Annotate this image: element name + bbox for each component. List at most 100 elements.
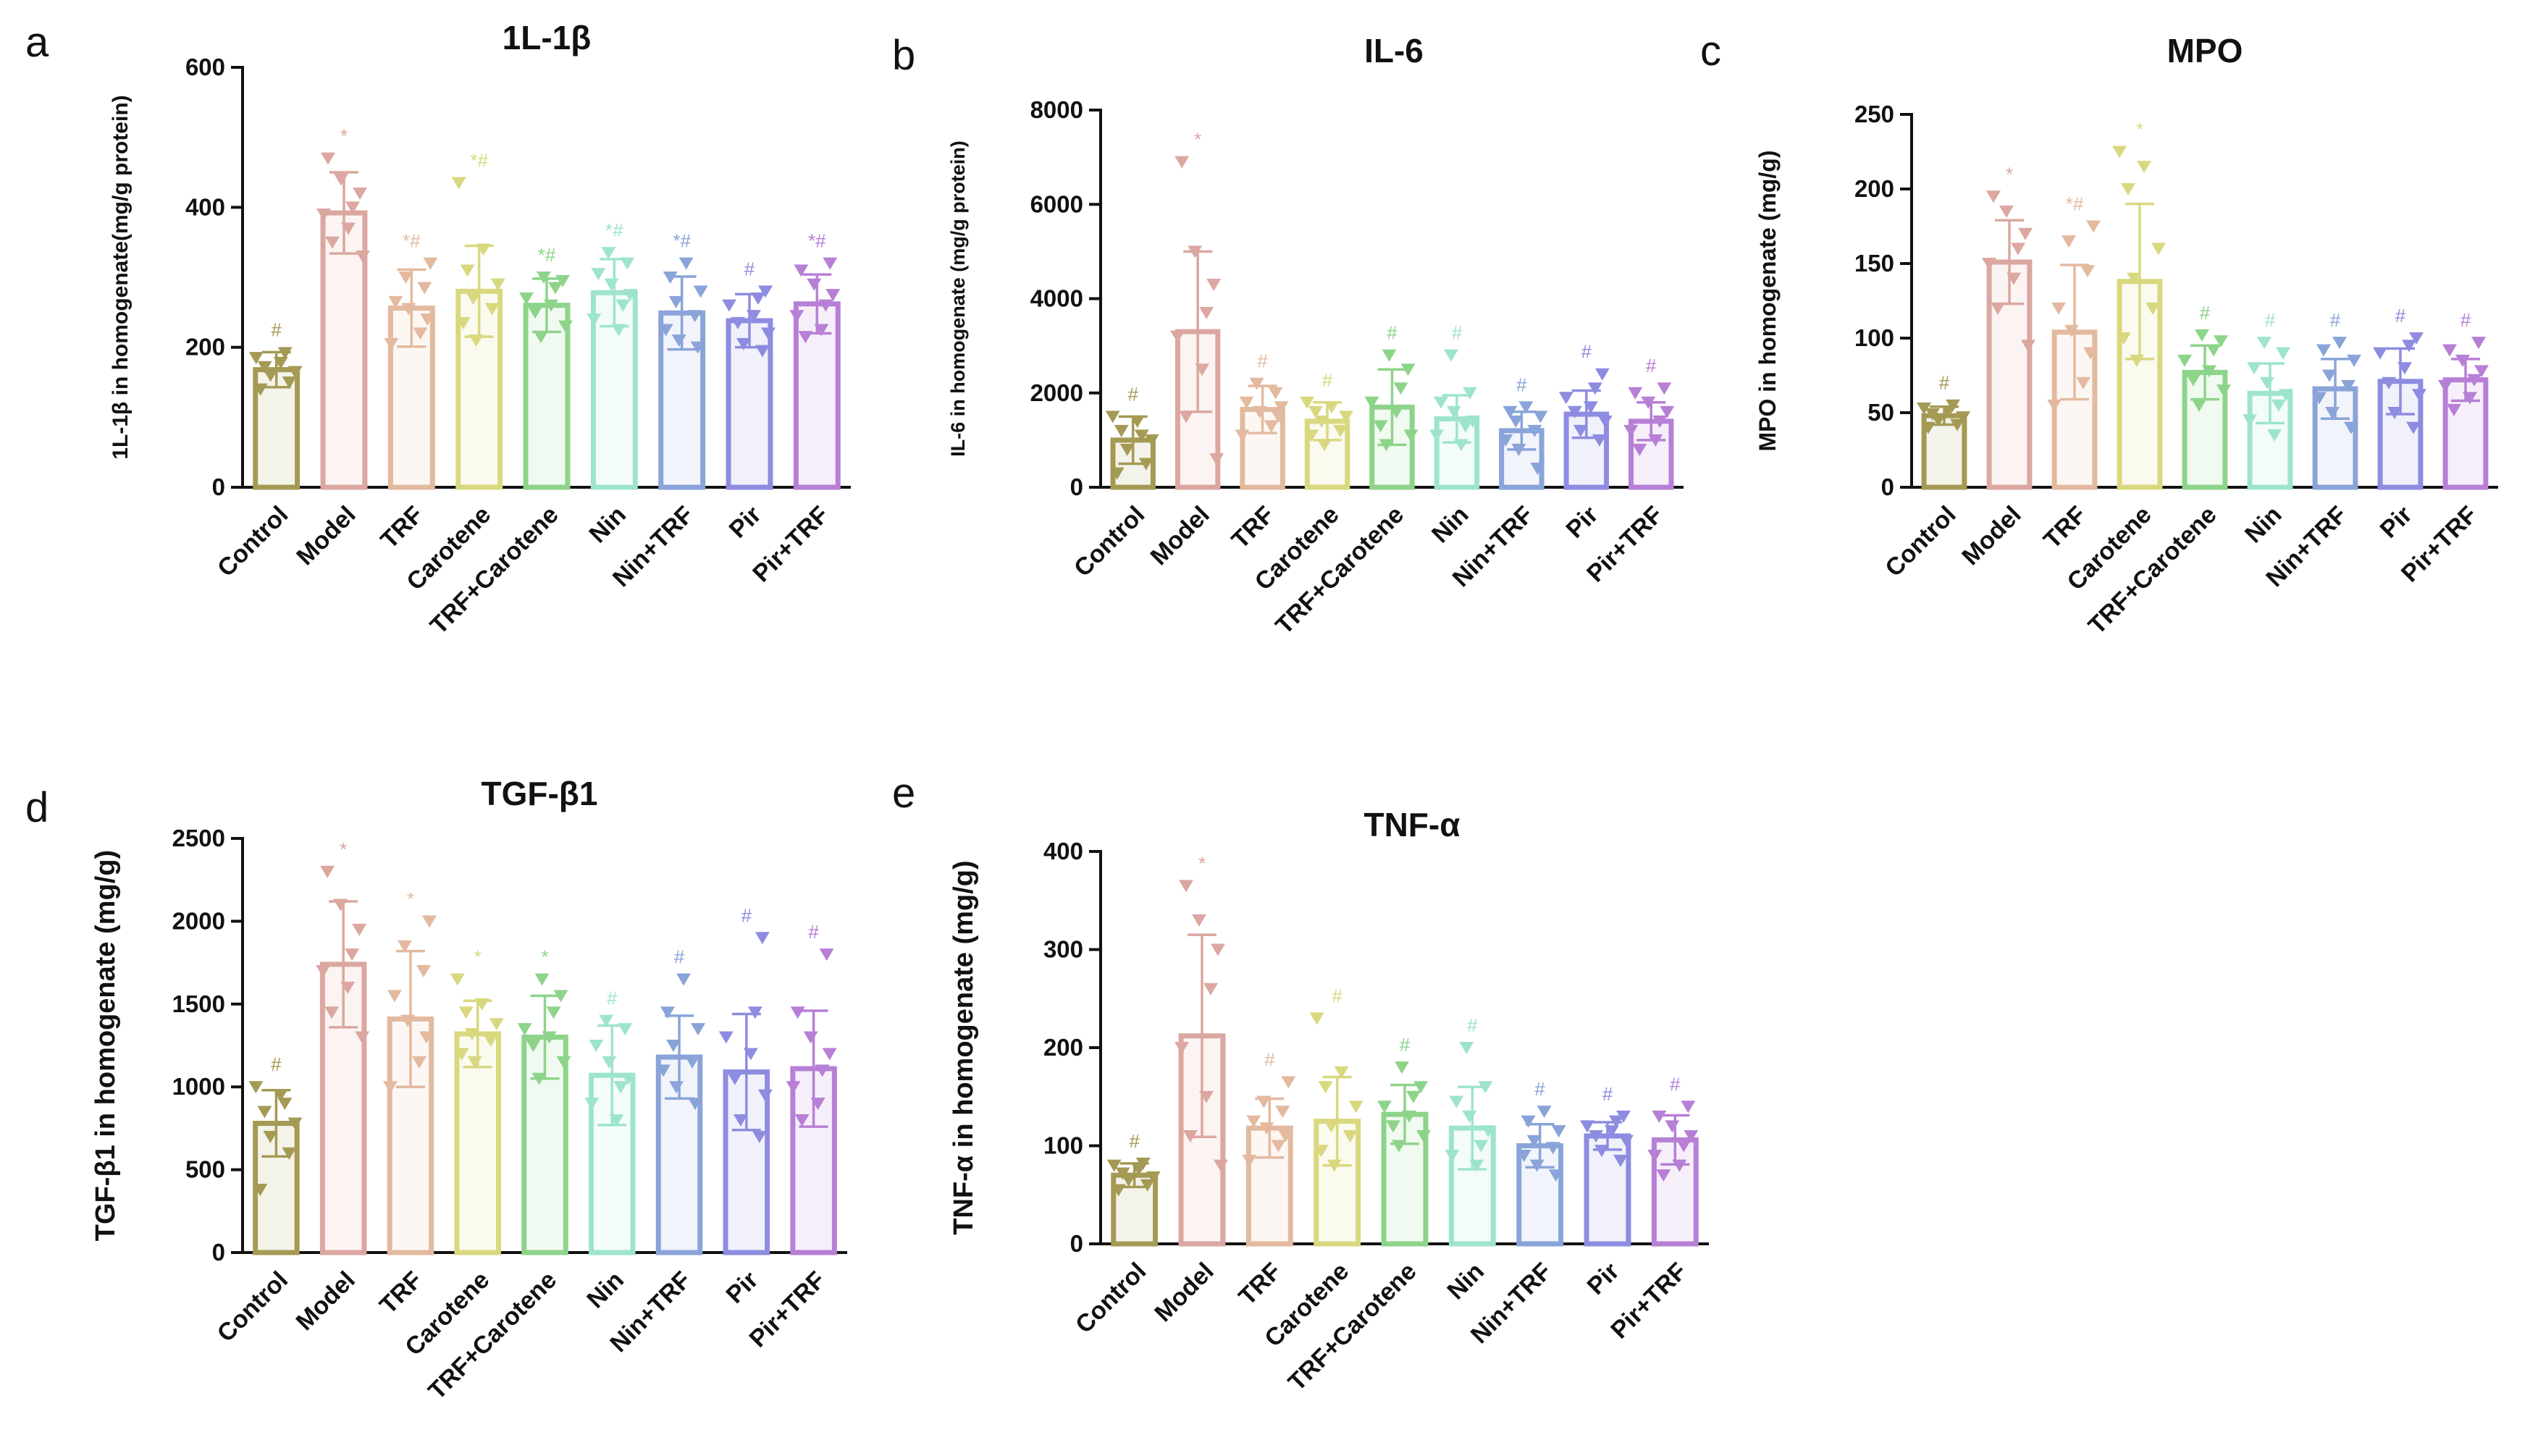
data-point [620,257,635,270]
data-point [676,973,692,986]
data-point [2214,335,2228,348]
significance-label: *# [403,230,421,252]
y-tick-label: 8000 [1030,96,1083,123]
data-point [1587,382,1602,395]
data-point [1474,1140,1489,1153]
y-axis-label: TGF-β1 in homogenate (mg/g) [91,850,121,1241]
bar-trf-carotene [523,303,571,490]
data-point [1925,408,1940,421]
significance-label: * [2006,163,2013,185]
data-point [1373,420,1388,433]
data-point [1134,429,1149,442]
data-point [660,1006,676,1019]
significance-label: # [2200,302,2211,324]
data-point [248,352,264,365]
significance-label: * [541,946,548,967]
data-point [1991,302,2005,315]
data-point [1462,1110,1477,1123]
data-point [1144,434,1159,447]
significance-label: # [2460,309,2471,331]
data-point [1498,434,1513,447]
data-point [2341,379,2355,392]
panel-letter: c [1700,28,1721,75]
data-point [325,236,340,249]
data-point [2257,337,2271,350]
data-point [803,1031,818,1044]
significance-label: # [1400,1034,1411,1056]
data-point [2127,272,2141,285]
data-point [691,1023,706,1036]
data-point [556,1056,571,1069]
data-point [1314,1145,1329,1158]
x-tick-label: TRF [1233,1258,1287,1311]
y-axis-label: IL-6 in homogenate (mg/g protein) [947,140,969,456]
data-point [546,1006,561,1019]
data-point [253,1184,268,1197]
data-point [1526,1135,1542,1148]
bar-pir [1584,1133,1631,1247]
data-point [1533,411,1548,424]
data-point [421,915,437,928]
data-point [1179,880,1193,893]
panel-letter: a [25,19,49,66]
data-point [248,1081,264,1094]
data-point [1115,1167,1130,1180]
y-tick-label: 250 [1854,101,1894,127]
data-point [1429,429,1444,442]
data-point [2267,429,2282,442]
y-tick-label: 400 [1043,838,1083,864]
data-point [1114,424,1129,437]
x-tick-label: TRF [1227,501,1280,555]
data-point [423,257,438,270]
data-point [2373,347,2387,360]
data-point [356,251,370,263]
data-point [727,1072,742,1085]
data-point [1518,401,1534,414]
y-tick-label: 400 [185,193,225,220]
data-point [1199,307,1214,320]
data-point [2121,183,2135,195]
data-point [2279,389,2293,402]
data-point [345,201,360,214]
data-point [2083,347,2098,360]
y-tick-label: 500 [185,1156,225,1183]
significance-label: # [744,258,755,279]
data-point [2322,369,2337,382]
data-point [587,313,602,326]
data-point [263,369,278,382]
data-point [2018,227,2033,240]
x-tick-label: Pir [1561,501,1604,544]
data-point [2247,362,2261,375]
significance-label: * [340,838,347,860]
data-point [2455,354,2470,367]
y-tick-label: 150 [1854,250,1894,277]
x-tick-label: Control [212,501,293,582]
data-point [666,1040,681,1052]
data-point [2402,340,2416,353]
data-point [1665,1120,1680,1133]
panel-letter: e [892,770,915,817]
data-point [1589,1129,1603,1143]
data-point [287,1117,303,1130]
chart-title: 1L-1β [503,19,592,56]
data-point [1242,1154,1257,1167]
x-tick-label: Control [212,1266,293,1347]
data-point [324,1006,340,1019]
data-point [548,282,563,295]
data-point [490,278,505,291]
data-point [1109,467,1125,480]
data-point [1660,405,1675,418]
data-point [2438,379,2453,392]
data-point [794,1114,810,1127]
x-tick-label: Pir+TRF [1605,1258,1692,1345]
data-point [823,257,838,270]
chart-title: IL-6 [1364,32,1424,70]
data-point [1203,982,1218,996]
x-tick-label: Control [1069,501,1150,582]
data-point [464,1027,479,1040]
data-point [355,1031,370,1044]
data-point [790,1006,805,1019]
data-point [1986,190,2001,203]
significance-label: # [1939,372,1950,394]
data-point [751,293,765,305]
